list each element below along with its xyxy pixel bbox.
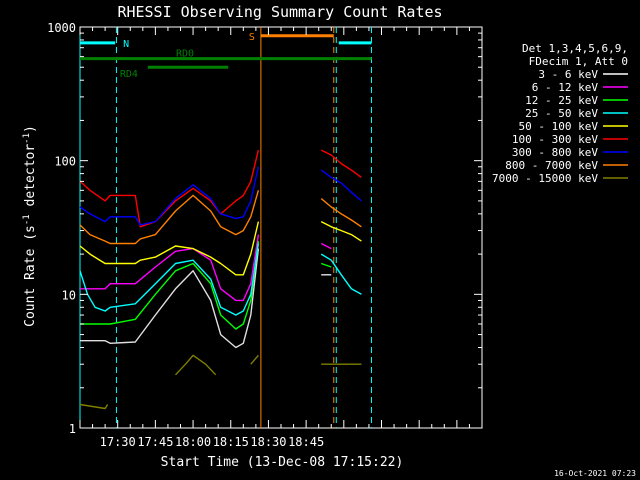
- legend-entry-label-6: 300 - 800 keV: [512, 146, 598, 159]
- x-tick-label-5: 18:45: [288, 435, 324, 449]
- legend-entry-label-0: 3 - 6 keV: [538, 68, 598, 81]
- attenuator-label-1: S: [249, 32, 255, 43]
- axis-ticks: 1 10 100 1000 17:30 17:45 18:00 18:15 18:30 18:45: [47, 21, 483, 449]
- timestamp: 16-Oct-2021 07:23: [554, 469, 636, 478]
- legend-entry-label-7: 800 - 7000 keV: [505, 159, 598, 172]
- x-tick-label-0: 17:30: [100, 435, 136, 449]
- series-line-4-0: [79, 221, 260, 276]
- legend-entry-label-4: 50 - 100 keV: [519, 120, 599, 133]
- y-tick-label-1: 10: [62, 288, 76, 302]
- mode-label-0: RD0: [176, 49, 194, 60]
- legend-entry-label-2: 12 - 25 keV: [525, 94, 598, 107]
- series-line-7-0: [79, 190, 260, 245]
- series-line-4-1: [320, 220, 362, 242]
- legend-entry-label-8: 7000 - 15000 keV: [492, 172, 598, 185]
- legend-entry-label-3: 25 - 50 keV: [525, 107, 598, 120]
- series-line-2-1: [320, 262, 332, 268]
- series-line-3-0: [79, 243, 260, 316]
- series-line-2-0: [80, 241, 260, 330]
- legend-entry-label-5: 100 - 300 keV: [512, 133, 598, 146]
- plot-area: N S RD0 RD4: [79, 26, 483, 429]
- series-line-6-1: [320, 169, 362, 202]
- series-line-1-0: [80, 234, 260, 302]
- y-tick-label-2: 100: [54, 155, 76, 169]
- y-tick-label-3: 1000: [47, 21, 76, 35]
- x-tick-label-2: 18:00: [175, 435, 211, 449]
- legend-entry-label-1: 6 - 12 keV: [532, 81, 599, 94]
- x-tick-label-3: 18:15: [213, 435, 249, 449]
- chart-title: RHESSI Observing Summary Count Rates: [117, 3, 442, 21]
- series-line-7-1: [320, 198, 362, 228]
- series-line-5-1: [320, 149, 362, 178]
- x-tick-label-4: 18:30: [250, 435, 286, 449]
- legend-header-line-1: Det 1,3,4,5,6,9,: [522, 42, 628, 55]
- attenuator-label-0: N: [123, 39, 129, 50]
- series-line-8-0: [79, 403, 109, 410]
- x-axis-label: Start Time (13-Dec-08 17:15:22): [161, 455, 404, 470]
- y-axis-label: Count Rate (s-1 detector-1): [22, 125, 38, 327]
- x-tick-label-1: 17:45: [137, 435, 173, 449]
- series-line-1-1: [320, 242, 332, 250]
- series-line-0-0: [80, 248, 260, 349]
- y-tick-label-0: 1: [69, 422, 76, 436]
- series-line-8-2: [250, 354, 259, 365]
- series-line-3-1: [320, 253, 362, 295]
- series-line-8-1: [174, 354, 217, 376]
- legend-header-line-2: FDecim 1, Att 0: [529, 55, 628, 68]
- series-line-5-0: [79, 149, 260, 228]
- series-line-6-0: [79, 166, 260, 226]
- mode-label-1: RD4: [120, 69, 138, 80]
